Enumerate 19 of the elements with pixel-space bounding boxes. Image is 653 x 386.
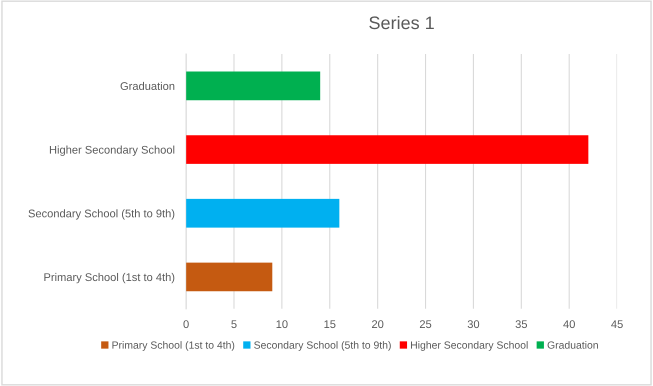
legend-label: Primary School (1st to 4th)	[112, 341, 234, 351]
x-tick-label: 35	[516, 320, 528, 328]
y-tick-label: Graduation	[120, 82, 174, 90]
x-tick-label: 0	[183, 320, 189, 328]
chart-title: Series 1	[369, 16, 434, 30]
y-tick-label: Higher Secondary School	[50, 146, 174, 156]
legend-label: Higher Secondary School	[411, 341, 528, 351]
x-tick-label: 10	[276, 320, 288, 328]
x-tick-label: 40	[563, 320, 575, 328]
legend-label: Secondary School (5th to 9th)	[254, 341, 391, 351]
x-tick-label: 25	[420, 320, 432, 328]
y-tick-label: Primary School (1st to 4th)	[44, 272, 174, 284]
x-tick-label: 15	[324, 320, 336, 328]
x-tick-label: 30	[468, 320, 480, 328]
y-tick-label: Secondary School (5th to 9th)	[28, 209, 174, 220]
x-tick-label: 45	[611, 320, 623, 328]
legend-label: Graduation	[548, 341, 598, 349]
x-tick-label: 20	[372, 320, 384, 328]
x-tick-label: 5	[231, 320, 237, 328]
